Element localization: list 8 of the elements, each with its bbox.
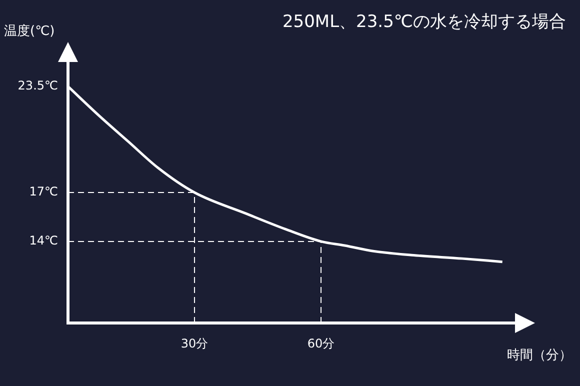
chart-title: 250ML、23.5℃の水を冷却する場合: [282, 11, 566, 33]
x-tick-label: 60分: [307, 336, 335, 350]
y-axis-title: 温度(℃): [4, 23, 55, 40]
x-tick-label: 30分: [180, 336, 208, 350]
x-axis-title: 時間（分）: [507, 347, 572, 364]
y-tick-label: 17℃: [29, 184, 58, 199]
y-tick-label: 23.5℃: [18, 78, 58, 93]
y-tick-label: 14℃: [29, 234, 58, 248]
